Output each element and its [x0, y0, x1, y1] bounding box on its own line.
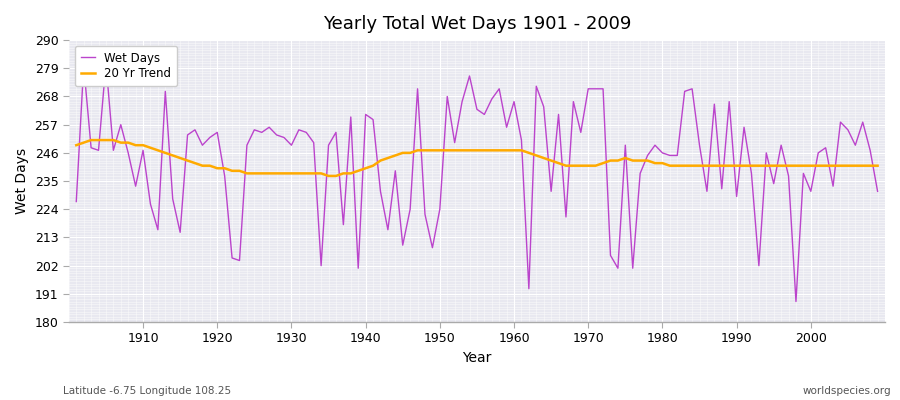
Wet Days [138, 148, 148, 153]
Line: Wet Days: Wet Days [76, 63, 878, 302]
20 Yr Trend [872, 163, 883, 168]
Legend: Wet Days, 20 Yr Trend: Wet Days, 20 Yr Trend [75, 46, 177, 86]
20 Yr Trend [86, 138, 96, 142]
Text: worldspecies.org: worldspecies.org [803, 386, 891, 396]
20 Yr Trend [516, 148, 526, 153]
Wet Days [516, 138, 526, 142]
20 Yr Trend [353, 168, 364, 173]
Wet Days [872, 189, 883, 194]
Wet Days [301, 130, 311, 135]
20 Yr Trend [524, 150, 535, 155]
Wet Days [101, 61, 112, 66]
Text: Latitude -6.75 Longitude 108.25: Latitude -6.75 Longitude 108.25 [63, 386, 231, 396]
Wet Days [605, 253, 616, 258]
Wet Days [790, 299, 801, 304]
X-axis label: Year: Year [463, 351, 491, 365]
Wet Days [508, 99, 519, 104]
Line: 20 Yr Trend: 20 Yr Trend [76, 140, 878, 176]
20 Yr Trend [613, 158, 624, 163]
20 Yr Trend [323, 174, 334, 178]
20 Yr Trend [138, 143, 148, 148]
Y-axis label: Wet Days: Wet Days [15, 148, 29, 214]
20 Yr Trend [301, 171, 311, 176]
Title: Yearly Total Wet Days 1901 - 2009: Yearly Total Wet Days 1901 - 2009 [323, 15, 631, 33]
20 Yr Trend [71, 143, 82, 148]
Wet Days [346, 114, 356, 119]
Wet Days [71, 199, 82, 204]
